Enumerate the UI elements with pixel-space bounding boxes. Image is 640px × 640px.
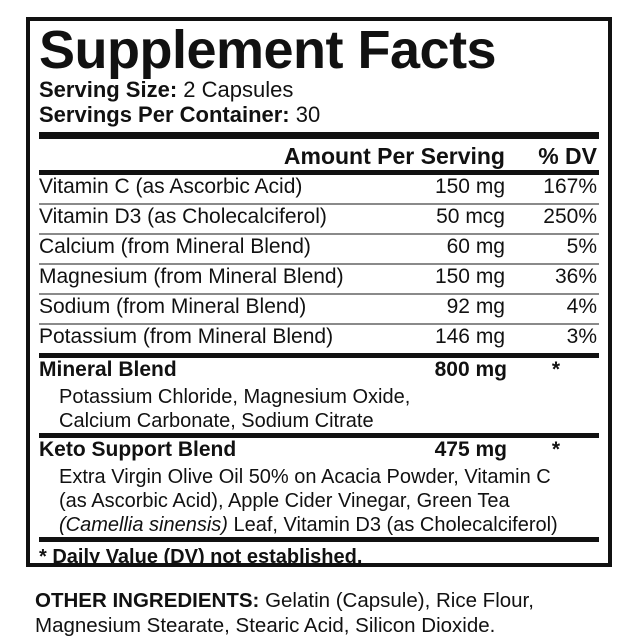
other-ingredients-block: OTHER INGREDIENTS: Gelatin (Capsule), Ri… [35,588,615,638]
nutrient-daily-value: 167% [543,175,597,198]
blend-section: Mineral Blend 800 mg * Potassium Chloride, … [39,353,599,537]
nutrient-daily-value: 36% [554,265,597,288]
other-ingredients-text: Gelatin (Capsule), Rice Flour, Magnesium… [35,589,534,637]
servings-per-container-line: Servings Per Container: 30 [39,102,599,127]
daily-value-footnote: * Daily Value (DV) not established. [39,546,363,568]
nutrient-amount: 92 mg [446,295,505,318]
nutrient-row: Sodium (from Mineral Blend) 92 mg 4% [39,295,599,323]
rule-below-header [39,170,599,175]
column-header-amount: Amount Per Serving [283,143,505,169]
nutrient-amount: 150 mg [434,265,505,288]
blend-header-row: Mineral Blend 800 mg * [39,358,599,385]
blend-name: Keto Support Blend [39,438,237,461]
nutrient-amount: 50 mcg [436,205,505,228]
nutrient-table: Vitamin C (as Ascorbic Acid) 150 mg 167% Vi… [39,175,599,353]
row-separator [39,323,599,325]
nutrient-name: Sodium (from Mineral Blend) [39,295,307,318]
nutrient-row: Calcium (from Mineral Blend) 60 mg 5% [39,235,599,263]
nutrient-row: Potassium (from Mineral Blend) 146 mg 3% [39,325,599,353]
blend-daily-value: * [551,438,561,461]
column-header-dv: % DV [538,143,597,169]
nutrient-name: Calcium (from Mineral Blend) [39,235,311,258]
rule-above-footnote [39,537,599,542]
other-ingredients-label: OTHER INGREDIENTS: [35,589,260,612]
blend-amount: 800 mg [434,358,507,381]
row-separator [39,203,599,205]
nutrient-row: Vitamin D3 (as Cholecalciferol) 50 mcg 250… [39,205,599,233]
row-separator [39,233,599,235]
botanical-name: (Camellia sinensis) [59,514,228,536]
supplement-facts-panel: Supplement Facts Serving Size: 2 Capsule… [26,17,612,568]
blend-ingredient-line: (Camellia sinensis) Leaf, Vitamin D3 (as… [59,514,558,536]
blend-ingredient-line: Calcium Carbonate, Sodium Citrate [59,410,374,432]
blend-daily-value: * [551,358,561,381]
servings-per-container-label: Servings Per Container: [39,102,290,127]
servings-per-container-value: 30 [295,102,321,127]
nutrient-name: Vitamin D3 (as Cholecalciferol) [39,205,327,228]
serving-size-line: Serving Size: 2 Capsules [39,77,599,102]
rule-above-header [39,132,599,139]
row-separator [39,263,599,265]
nutrient-name: Vitamin C (as Ascorbic Acid) [39,175,303,198]
nutrient-amount: 150 mg [434,175,505,198]
nutrient-daily-value: 250% [543,205,597,228]
nutrient-row: Vitamin C (as Ascorbic Acid) 150 mg 167% [39,175,599,203]
nutrient-daily-value: 4% [566,295,597,318]
serving-size-value: 2 Capsules [183,77,294,102]
blend-ingredient-line: Potassium Chloride, Magnesium Oxide, [59,386,411,408]
blend-name: Mineral Blend [39,358,177,381]
nutrient-daily-value: 5% [566,235,597,258]
blend-top-rule [39,353,599,358]
nutrient-amount: 60 mg [446,235,505,258]
blend-ingredient-line: Extra Virgin Olive Oil 50% on Acacia Pow… [59,466,551,488]
blend-ingredient-line: (as Ascorbic Acid), Apple Cider Vinegar,… [59,490,510,512]
nutrient-daily-value: 3% [566,325,597,348]
nutrient-amount: 146 mg [434,325,505,348]
blend-header-row: Keto Support Blend 475 mg * [39,438,599,465]
blend-top-rule [39,433,599,438]
row-separator [39,293,599,295]
nutrient-name: Potassium (from Mineral Blend) [39,325,334,348]
page-title: Supplement Facts [39,20,497,80]
nutrient-name: Magnesium (from Mineral Blend) [39,265,344,288]
table-header-row: Amount Per Serving % DV [39,139,599,170]
blend-amount: 475 mg [434,438,507,461]
serving-size-label: Serving Size: [39,77,178,102]
nutrient-row: Magnesium (from Mineral Blend) 150 mg 36% [39,265,599,293]
